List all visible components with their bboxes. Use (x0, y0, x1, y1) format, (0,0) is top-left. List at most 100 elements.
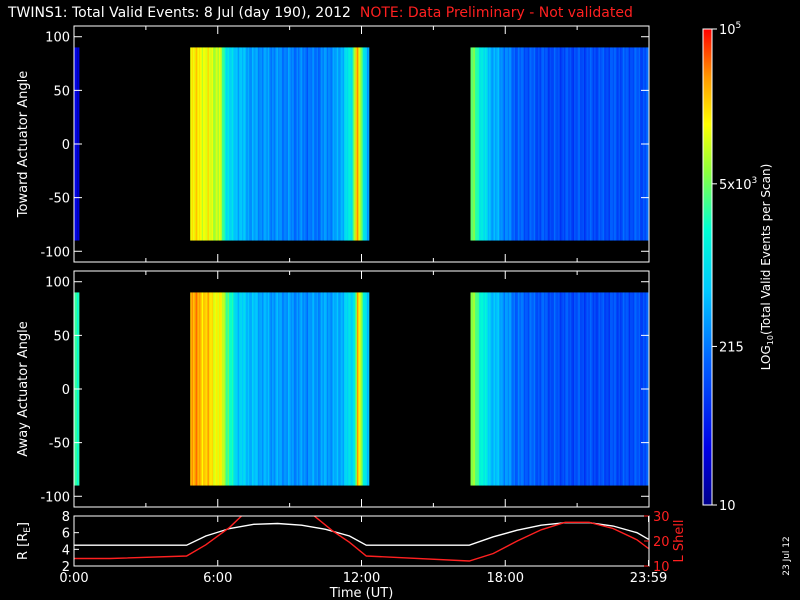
heatmap-column (329, 47, 332, 241)
heatmap-column (621, 292, 624, 486)
heatmap-column (345, 292, 348, 486)
heatmap-column (282, 292, 285, 486)
heatmap-column (515, 47, 518, 241)
heatmap-column (293, 47, 296, 241)
heatmap-column (540, 47, 543, 241)
heatmap-column (211, 292, 214, 486)
heatmap-column (621, 47, 624, 241)
heatmap-column (486, 292, 489, 486)
heatmap-column (329, 292, 332, 486)
heatmap-column (361, 47, 364, 241)
heatmap-column (618, 47, 621, 241)
heatmap-column (492, 292, 495, 486)
heatmap-column (486, 47, 489, 241)
heatmap-column (500, 47, 503, 241)
heatmap-column (190, 292, 193, 486)
heatmap-column (195, 292, 198, 486)
x-tick-label: 18:00 (487, 571, 524, 586)
heatmap-column (262, 292, 265, 486)
orbit-lines (74, 516, 649, 562)
heatmap-column (493, 47, 496, 241)
heatmap-column (221, 47, 224, 241)
heatmap-column (539, 292, 542, 486)
heatmap-column (617, 47, 620, 241)
heatmap-column (618, 292, 621, 486)
heatmap-column (300, 292, 303, 486)
heatmap-column (584, 47, 587, 241)
y-tick-label: 50 (53, 84, 70, 99)
heatmap-column (273, 292, 276, 486)
heatmap-column (210, 47, 213, 241)
heatmap-column (479, 47, 482, 241)
heatmap-column (503, 47, 506, 241)
heatmap-column (509, 47, 512, 241)
heatmap-column (203, 47, 206, 241)
heatmap-column (364, 292, 367, 486)
heatmap-column (552, 292, 555, 486)
heatmap-column (220, 47, 223, 241)
heatmap-column (536, 292, 539, 486)
heatmap-column (505, 47, 508, 241)
heatmap-column (322, 292, 325, 486)
heatmap-column (227, 47, 230, 241)
heatmap-column (579, 47, 582, 241)
heatmap-column (513, 47, 516, 241)
heatmap-column (345, 47, 348, 241)
heatmap-column (492, 47, 495, 241)
heatmap-column (632, 47, 635, 241)
y2-tick-label: 30 (653, 510, 670, 525)
heatmap-column (194, 47, 197, 241)
heatmap-column (332, 292, 335, 486)
heatmap-column (256, 47, 259, 241)
heatmap-column (269, 47, 272, 241)
heatmap-column (234, 292, 237, 486)
heatmap-column (586, 47, 589, 241)
heatmap-column (352, 47, 355, 241)
heatmap-column (526, 47, 529, 241)
heatmap-column (497, 292, 500, 486)
heatmap-column (555, 292, 558, 486)
y-tick-label: -100 (40, 245, 70, 260)
heatmap-column (552, 47, 555, 241)
heatmap-column (313, 47, 316, 241)
heatmap-column (262, 47, 265, 241)
heatmap-column (545, 292, 548, 486)
heatmap-column (598, 292, 601, 486)
heatmap-column (368, 47, 370, 241)
heatmap-column (538, 292, 541, 486)
heatmap-column (575, 47, 578, 241)
heatmap-column (257, 47, 260, 241)
y2-tick-label: 10 (653, 560, 670, 575)
heatmap-column (250, 292, 253, 486)
orbit-panel: 8 64 2 30 20 10 0:00 6:00 12:00 18:00 23:59 Time (U… (16, 510, 687, 600)
away-panel: 100 50 0 -50 -100 Away Actuator Angle (16, 270, 650, 508)
heatmap-column (505, 292, 508, 486)
y2-axis-label: L Shell (672, 519, 687, 562)
heatmap-column (624, 292, 627, 486)
heatmap-column (625, 292, 628, 486)
x-tick-label: 0:00 (59, 571, 88, 586)
radius-line (74, 522, 649, 546)
heatmap-column (336, 292, 339, 486)
heatmap-column (319, 47, 322, 241)
heatmap-column (575, 292, 578, 486)
heatmap-column (503, 292, 506, 486)
heatmap-column (519, 47, 522, 241)
heatmap-column (368, 292, 370, 486)
heatmap-column (502, 47, 505, 241)
heatmap-column (556, 292, 559, 486)
heatmap-column (528, 292, 531, 486)
heatmap-column (312, 47, 315, 241)
y-tick-label: 2 (62, 560, 70, 575)
heatmap-column (230, 292, 233, 486)
heatmap-column (321, 292, 324, 486)
heatmap-column (349, 47, 352, 241)
heatmap-column (510, 47, 513, 241)
heatmap-column (214, 47, 217, 241)
heatmap-column (249, 47, 252, 241)
colorbar-tick-label: 215 (719, 340, 744, 355)
heatmap-column (601, 47, 604, 241)
heatmap-column (201, 47, 204, 241)
heatmap-column (489, 47, 492, 241)
heatmap-column (499, 292, 502, 486)
